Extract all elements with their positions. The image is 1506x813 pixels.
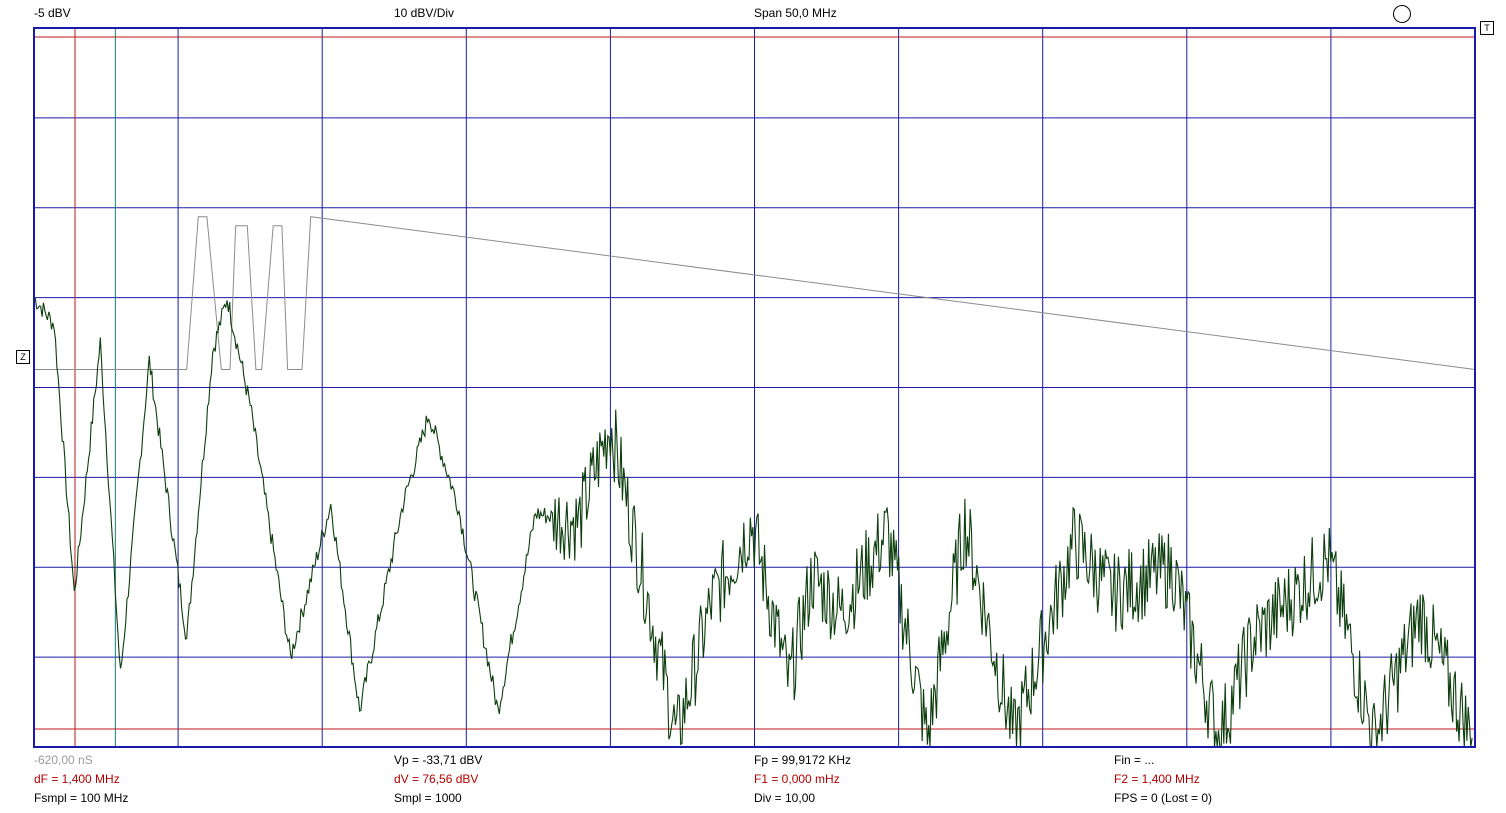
fsmpl-readout: Fsmpl = 100 MHz bbox=[34, 791, 129, 805]
f2-readout: F2 = 1,400 MHz bbox=[1114, 772, 1200, 786]
time-readout: -620,00 nS bbox=[34, 753, 93, 767]
zero-level-marker-icon[interactable]: Z bbox=[16, 350, 30, 364]
trigger-marker-icon[interactable]: T bbox=[1480, 21, 1494, 35]
fps-readout: FPS = 0 (Lost = 0) bbox=[1114, 791, 1213, 805]
run-indicator-icon[interactable] bbox=[1393, 5, 1411, 23]
div-readout: Div = 10,00 bbox=[754, 791, 816, 805]
scale-label: 10 dBV/Div bbox=[394, 6, 455, 20]
plot-frame bbox=[33, 27, 1476, 748]
fp-readout: Fp = 99,9172 KHz bbox=[754, 753, 852, 767]
spectrum-trace bbox=[33, 297, 1473, 748]
vp-readout: Vp = -33,71 dBV bbox=[394, 753, 483, 767]
ref-level-label: -5 dBV bbox=[34, 6, 71, 20]
grid bbox=[34, 28, 1475, 747]
f1-readout: F1 = 0,000 mHz bbox=[754, 772, 840, 786]
fin-readout: Fin = ... bbox=[1114, 753, 1155, 767]
time-domain-trace bbox=[34, 216, 1476, 370]
dv-readout: dV = 76,56 dBV bbox=[394, 772, 479, 786]
cursor-lines bbox=[34, 28, 1475, 747]
span-label: Span 50,0 MHz bbox=[754, 6, 837, 20]
df-readout: dF = 1,400 MHz bbox=[34, 772, 120, 786]
smpl-readout: Smpl = 1000 bbox=[394, 791, 462, 805]
